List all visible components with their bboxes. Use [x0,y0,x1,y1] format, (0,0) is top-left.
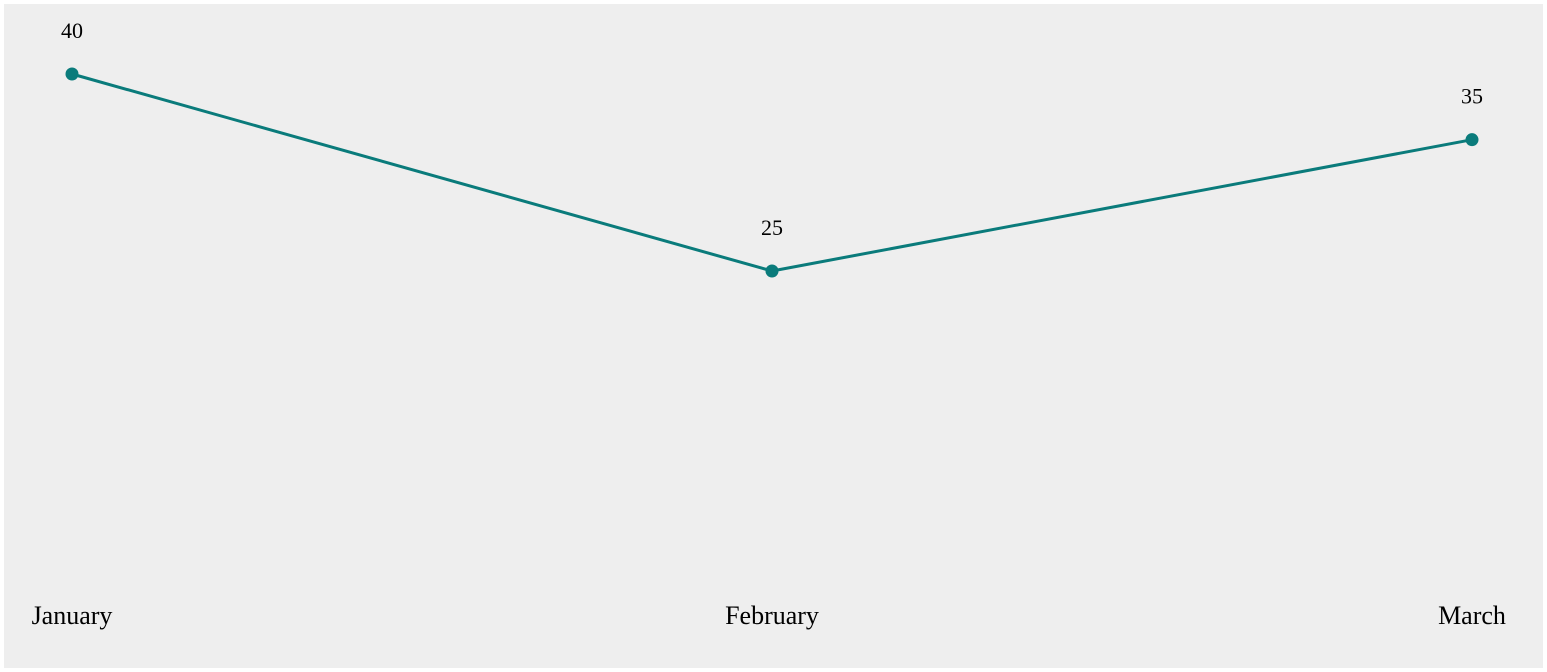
series-line [71,72,1473,273]
data-point-february [765,264,779,278]
x-tick-label-february: February [725,601,819,630]
data-label-january: 40 [61,18,83,43]
data-label-march: 35 [1461,84,1483,109]
data-label-february: 25 [761,215,783,240]
x-axis-labels: January February March [32,601,1506,630]
data-point-march [1465,133,1479,147]
x-tick-label-january: January [32,601,113,630]
series-layer [65,67,1479,278]
data-label-layer: 40 25 35 [61,18,1483,240]
x-tick-label-march: March [1438,601,1506,630]
chart-background [4,4,1543,668]
data-point-january [65,67,79,81]
